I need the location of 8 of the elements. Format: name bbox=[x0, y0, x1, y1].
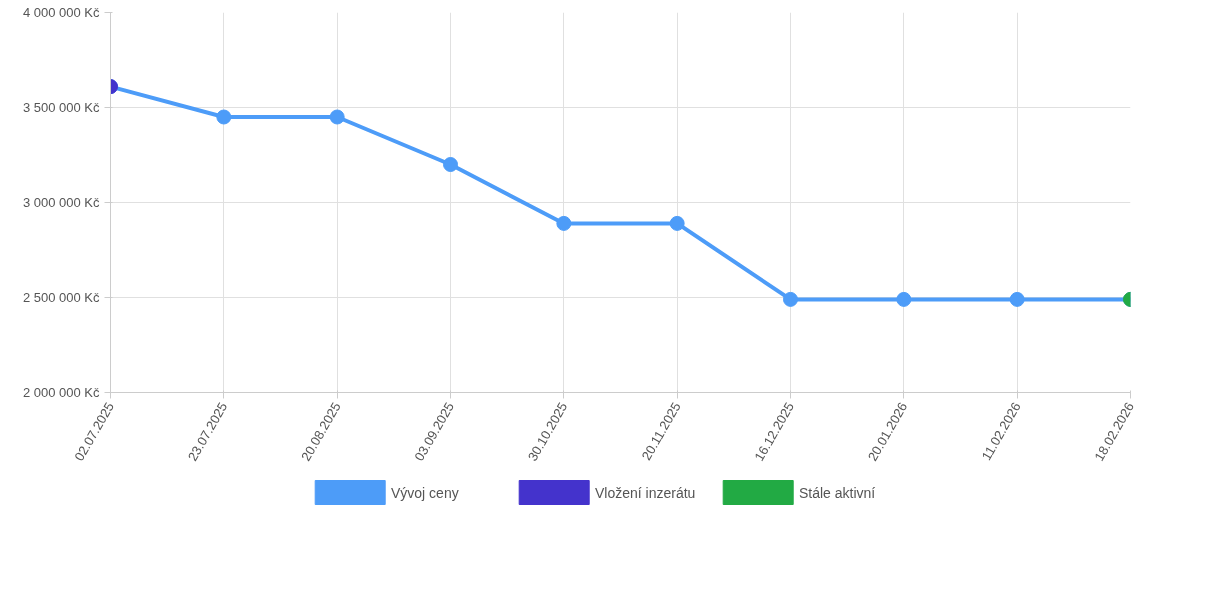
y-tick-label: 2 000 000 Kč bbox=[22, 385, 100, 400]
y-tick-label: 4 000 000 Kč bbox=[22, 5, 100, 20]
legend-label: Stále aktivní bbox=[799, 484, 876, 501]
legend-label: Vývoj ceny bbox=[391, 484, 459, 501]
y-tick-label: 3 500 000 Kč bbox=[22, 100, 100, 115]
legend-label: Vložení inzerátu bbox=[595, 484, 696, 501]
y-tick-label: 2 500 000 Kč bbox=[22, 290, 100, 305]
y-tick-label: 3 000 000 Kč bbox=[22, 195, 100, 210]
